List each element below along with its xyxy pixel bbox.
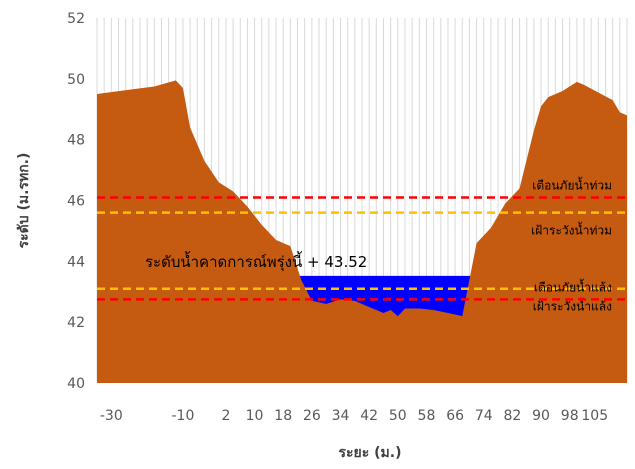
x-tick-labels: -30 -10 2 10 18 26 34 42 50 58 66 74 82 90 98 105 (100, 408, 608, 424)
y-tick-label: 46 (67, 194, 85, 210)
y-tick-label: 52 (67, 11, 85, 27)
y-tick-label: 48 (67, 133, 85, 149)
threshold-label: เฝ้าระวังน้ำแล้ง (533, 298, 612, 314)
y-tick-label: 42 (67, 315, 85, 331)
x-axis-title: ระยะ (ม.) (339, 445, 402, 461)
x-tick-label: 66 (446, 408, 464, 424)
y-tick-label: 50 (67, 72, 85, 88)
x-tick-label: 42 (360, 408, 378, 424)
x-tick-label: 90 (532, 408, 550, 424)
x-tick-label: 26 (303, 408, 321, 424)
y-tick-labels: 40 42 44 46 48 50 52 (67, 11, 85, 392)
x-tick-label: 105 (581, 408, 608, 424)
y-tick-label: 44 (67, 254, 85, 270)
x-tick-label: 74 (475, 408, 493, 424)
threshold-label: เฝ้าระวังน้ำท่วม (531, 222, 612, 238)
threshold-label: เตือนภัยน้ำแล้ง (534, 278, 612, 294)
x-tick-label: 10 (246, 408, 264, 424)
x-tick-label: 98 (561, 408, 579, 424)
ground-area (97, 80, 627, 384)
forecast-label: ระดับน้ำคาดการณ์พรุ่งนี้ + 43.52 (145, 251, 367, 272)
y-axis-title: ระดับ (ม.รทก.) (16, 153, 32, 249)
x-tick-label: -30 (100, 408, 123, 424)
threshold-lines: เตือนภัยน้ำท่วมเฝ้าระวังน้ำท่วมเฝ้าระวัง… (97, 176, 627, 314)
x-tick-label: 82 (503, 408, 521, 424)
x-tick-label: 50 (389, 408, 407, 424)
threshold-label: เตือนภัยน้ำท่วม (532, 176, 612, 192)
x-tick-label: -10 (172, 408, 195, 424)
x-tick-label: 34 (332, 408, 350, 424)
x-tick-label: 58 (418, 408, 436, 424)
y-tick-label: 40 (67, 376, 85, 392)
x-tick-label: 2 (221, 408, 230, 424)
x-tick-label: 18 (274, 408, 292, 424)
